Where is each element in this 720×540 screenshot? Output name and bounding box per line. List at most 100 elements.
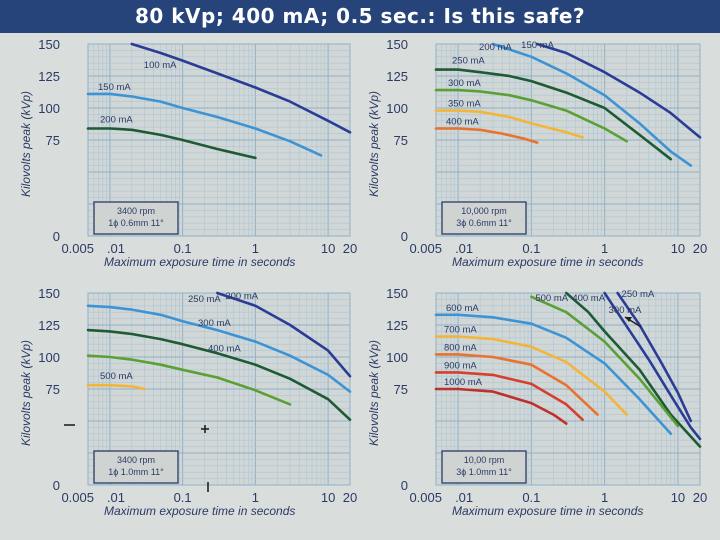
x-tick-label: 20 <box>693 241 707 256</box>
x-tick-label: 0.1 <box>174 241 192 256</box>
info-box <box>441 450 527 484</box>
series-label: 200 mA <box>479 42 512 53</box>
series-line <box>434 127 539 144</box>
info-box-line: 3ϕ 1.0mm 11° <box>456 467 512 477</box>
series-line <box>616 291 693 423</box>
x-tick-label: 10 <box>321 490 335 505</box>
series-line <box>86 304 352 393</box>
series-label: 300 mA <box>448 78 481 89</box>
y-tick-label: 0 <box>53 229 60 244</box>
x-axis-title: Maximum exposure time in seconds <box>104 255 295 269</box>
plot-frame <box>435 43 701 237</box>
chart-panel-1: 0 75 100 125 150 0.005 .01 0.1 1 10 20 Maximum expo… <box>19 37 357 269</box>
series-line <box>434 88 628 143</box>
y-tick-label: 150 <box>386 286 408 301</box>
x-tick-label: 0.005 <box>61 490 94 505</box>
x-tick-label: .01 <box>455 241 473 256</box>
series-label: 500 mA <box>535 293 568 304</box>
series-label: 800 mA <box>444 342 477 353</box>
info-box-line: 3ϕ 0.6mm 11° <box>456 218 512 228</box>
info-box <box>93 201 179 235</box>
series-label: 250 mA <box>452 56 485 67</box>
series-line <box>530 295 680 428</box>
x-tick-label: 0.1 <box>522 490 540 505</box>
x-tick-label: 1 <box>601 490 608 505</box>
chart-panel-2: 0 75 100 125 150 0.005 .01 0.1 1 10 20 Maximum expo… <box>367 37 707 269</box>
x-tick-label: .01 <box>107 241 125 256</box>
y-axis-title: Kilovolts peak (kVp) <box>19 91 33 197</box>
series-label: 700 mA <box>444 325 477 336</box>
y-tick-label: 100 <box>38 350 60 365</box>
info-box-line: 3400 rpm <box>117 206 155 216</box>
y-tick-label: 75 <box>46 382 60 397</box>
y-tick-label: 75 <box>394 133 408 148</box>
y-tick-label: 100 <box>38 101 60 116</box>
series-label: 250 mA <box>188 294 221 305</box>
series-line <box>434 353 599 416</box>
series-label: 150 mA <box>521 40 554 51</box>
series-label: 100 mA <box>144 60 177 71</box>
series-line <box>86 127 257 160</box>
x-tick-label: 10 <box>321 241 335 256</box>
series-line <box>434 68 673 161</box>
y-tick-label: 0 <box>401 478 408 493</box>
series-label: 500 mA <box>100 371 133 382</box>
pen-arrow-head <box>625 317 632 322</box>
series-line <box>434 313 673 436</box>
series-label: 300 mA <box>609 305 642 316</box>
series-line <box>491 42 693 167</box>
y-tick-label: 150 <box>38 286 60 301</box>
x-tick-label: 10 <box>671 490 685 505</box>
info-box-line: 1ϕ 1.0mm 11° <box>108 467 164 477</box>
info-box-line: 10,000 rpm <box>461 206 507 216</box>
series-label: 250 mA <box>622 289 655 300</box>
x-tick-label: 20 <box>343 241 357 256</box>
series-line <box>130 42 352 134</box>
plot-frame <box>87 43 351 237</box>
info-box <box>93 450 179 484</box>
y-tick-label: 0 <box>401 229 408 244</box>
x-axis-title: Maximum exposure time in seconds <box>452 504 643 518</box>
info-box-line: 3400 rpm <box>117 455 155 465</box>
series-line <box>86 383 146 391</box>
x-tick-label: 0.005 <box>61 241 94 256</box>
x-tick-label: 0.005 <box>409 490 442 505</box>
series-label: 150 mA <box>98 82 131 93</box>
y-tick-label: 100 <box>386 350 408 365</box>
series-label: 200 mA <box>100 114 133 125</box>
y-tick-label: 125 <box>38 69 60 84</box>
y-tick-label: 150 <box>38 37 60 52</box>
series-line <box>216 291 352 378</box>
pen-marks <box>64 316 642 492</box>
x-tick-label: 20 <box>693 490 707 505</box>
x-tick-label: 10 <box>671 241 685 256</box>
y-axis-title: Kilovolts peak (kVp) <box>367 91 381 197</box>
series-line <box>434 371 584 421</box>
series-label: 400 mA <box>208 344 241 355</box>
series-label: 600 mA <box>446 303 479 314</box>
x-tick-label: .01 <box>107 490 125 505</box>
series-label: 200 mA <box>225 291 258 302</box>
chart-panel-3: 0 75 100 125 150 0.005 .01 0.1 1 10 20 Maximum expo… <box>19 286 357 518</box>
x-tick-label: 20 <box>343 490 357 505</box>
y-tick-label: 125 <box>386 69 408 84</box>
series-line <box>434 387 568 425</box>
series-line <box>86 328 352 421</box>
x-axis-title: Maximum exposure time in seconds <box>452 255 643 269</box>
y-tick-label: 150 <box>386 37 408 52</box>
info-box-line: 10,00 rpm <box>464 455 505 465</box>
series-line <box>565 291 702 448</box>
y-tick-label: 75 <box>46 133 60 148</box>
series-label: 900 mA <box>444 360 477 371</box>
series-line <box>86 92 323 157</box>
series-line <box>535 42 702 139</box>
series-line <box>434 109 584 139</box>
series-label: 400 mA <box>572 293 605 304</box>
chart-panel-4: 0 75 100 125 150 0.005 .01 0.1 1 10 20 Maximum expo… <box>367 286 707 518</box>
x-tick-label: 0.005 <box>409 241 442 256</box>
series-label: 400 mA <box>446 116 479 127</box>
info-box-line: 1ϕ 0.6mm 11° <box>108 218 164 228</box>
y-axis-title: Kilovolts peak (kVp) <box>367 340 381 446</box>
series-line <box>603 291 702 441</box>
